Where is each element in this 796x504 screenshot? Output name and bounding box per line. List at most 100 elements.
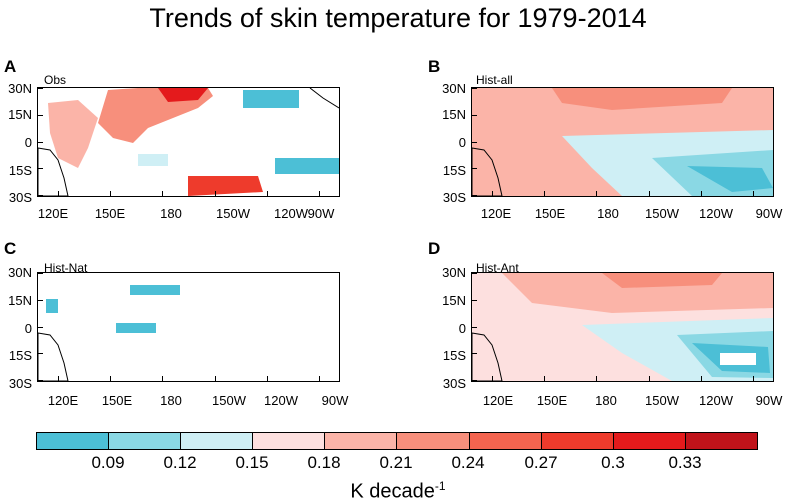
ylab-b-15s: 15S [442, 163, 466, 178]
histant-missing-patch [720, 353, 756, 365]
lon-tick [649, 191, 650, 196]
histall-cool-core [687, 166, 773, 192]
obs-coast-australia [38, 147, 69, 196]
lon-tick [319, 191, 320, 196]
lat-tick [38, 142, 43, 143]
obs-coast-america [309, 88, 339, 109]
obs-warm-south [188, 176, 263, 196]
histant-warm-core [602, 273, 722, 288]
ylab-c-15s: 15S [8, 348, 32, 363]
histnat-cool-west [46, 299, 58, 313]
lon-tick [162, 191, 163, 196]
panel-label-b: Hist-all [476, 73, 513, 87]
lat-tick [472, 353, 477, 354]
map-panel-hist-all [471, 87, 774, 197]
histall-warm-north [552, 88, 732, 110]
obs-cool-se [275, 158, 339, 174]
lon-tick [701, 376, 702, 381]
ylab-d-15n: 15N [442, 293, 466, 308]
map-hist-all-svg [472, 88, 773, 196]
xlab-c-120w: 120W [264, 393, 298, 408]
panel-letter-c: C [4, 239, 17, 258]
colorbar-seg-4 [253, 433, 326, 449]
colorbar-label-0-33: 0.33 [668, 453, 702, 472]
xlab-d-180: 180 [595, 393, 617, 408]
lat-tick [38, 88, 43, 89]
xlab-c-180: 180 [160, 393, 182, 408]
lon-tick [492, 191, 493, 196]
ylab-a-15s: 15S [8, 163, 32, 178]
map-panel-obs [37, 87, 340, 197]
ylab-a-30s: 30S [8, 190, 32, 205]
lat-tick [472, 380, 477, 381]
colorbar-label-0-21: 0.21 [379, 453, 413, 472]
ylab-c-15n: 15N [8, 293, 32, 308]
lat-tick [472, 168, 477, 169]
colorbar-title-text: K decade [350, 480, 435, 503]
lon-tick [596, 376, 597, 381]
xlab-b-150w: 150W [645, 206, 679, 221]
xlab-c-90w: 90W [321, 393, 349, 408]
lon-tick [215, 191, 216, 196]
lon-tick [753, 191, 754, 196]
lon-tick [701, 191, 702, 196]
ylab-b-30s: 30S [442, 190, 466, 205]
ylab-b-15n: 15N [442, 107, 466, 122]
xlab-a-120e: 120E [37, 206, 69, 221]
colorbar-seg-6 [397, 433, 470, 449]
panel-letter-d: D [428, 239, 441, 258]
colorbar-seg-9 [613, 433, 686, 449]
ylab-d-0: 0 [458, 321, 466, 336]
lat-tick [38, 168, 43, 169]
obs-warm-north [98, 88, 213, 143]
xlab-c-120e: 120E [47, 393, 79, 408]
lon-tick [267, 376, 268, 381]
lat-tick [472, 300, 477, 301]
ylab-d-30n: 30N [442, 265, 466, 280]
colorbar-seg-5 [325, 433, 398, 449]
lat-tick [38, 273, 43, 274]
colorbar-seg-3 [181, 433, 254, 449]
panel-label-d: Hist-Ant [476, 261, 519, 275]
colorbar-label-0-27: 0.27 [524, 453, 558, 472]
colorbar-seg-1 [37, 433, 110, 449]
map-panel-hist-nat [37, 272, 340, 382]
ylab-c-30s: 30S [8, 376, 32, 391]
histnat-coast-australia [38, 332, 69, 381]
xlab-a-180: 180 [160, 206, 182, 221]
lat-tick [38, 380, 43, 381]
lat-tick [38, 300, 43, 301]
lon-tick [58, 376, 59, 381]
lat-tick [472, 195, 477, 196]
lat-tick [38, 353, 43, 354]
lat-tick [38, 115, 43, 116]
lat-tick [472, 327, 477, 328]
xlab-a-90w: 90W [307, 206, 335, 221]
colorbar-label-0-18: 0.18 [307, 453, 341, 472]
panel-letter-a: A [4, 57, 17, 76]
xlab-d-150w: 150W [645, 393, 679, 408]
ylab-b-30n: 30N [442, 81, 466, 96]
colorbar-seg-2 [109, 433, 182, 449]
colorbar-seg-8 [541, 433, 614, 449]
lon-tick [596, 191, 597, 196]
map-obs-svg [38, 88, 339, 196]
xlab-a-150e: 150E [94, 206, 126, 221]
ylab-a-0: 0 [24, 135, 32, 150]
xlab-b-90w: 90W [755, 206, 783, 221]
xlab-b-120w: 120W [699, 206, 733, 221]
lon-tick [544, 191, 545, 196]
colorbar-seg-7 [469, 433, 542, 449]
lon-tick [110, 376, 111, 381]
map-hist-nat-svg [38, 285, 180, 381]
ylab-d-15s: 15S [442, 348, 466, 363]
xlab-d-90w: 90W [755, 393, 783, 408]
histall-coast-australia [472, 147, 503, 196]
lat-tick [472, 88, 477, 89]
lon-tick [492, 376, 493, 381]
lat-tick [38, 327, 43, 328]
map-hist-ant-svg [472, 273, 773, 381]
colorbar-seg-10 [685, 433, 757, 449]
panel-letter-b: B [428, 57, 441, 76]
lon-tick [319, 376, 320, 381]
